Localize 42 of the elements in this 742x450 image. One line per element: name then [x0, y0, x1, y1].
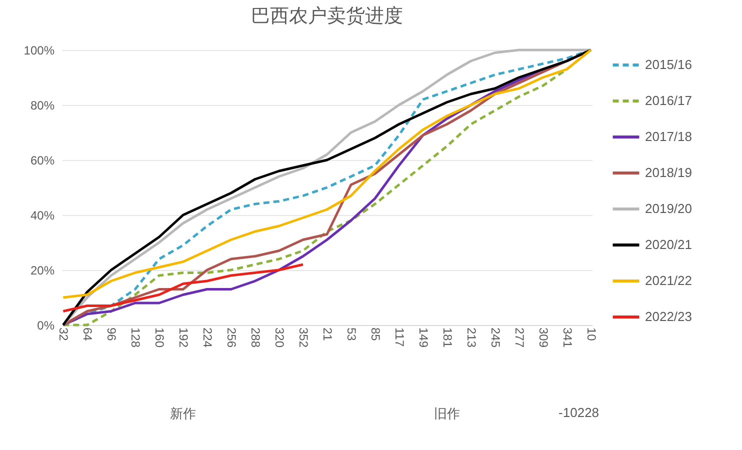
x-tick-label: 320 — [272, 328, 287, 348]
y-tick-label: 60% — [30, 154, 55, 168]
x-tick-label: 32 — [56, 328, 71, 342]
legend-label: 2015/16 — [645, 57, 692, 72]
x-tick-label: 224 — [200, 328, 215, 348]
x-tick-label: 64 — [80, 328, 95, 342]
x-tick-label: 309 — [536, 328, 550, 348]
x-tick-label: 341 — [560, 328, 574, 348]
y-tick-label: 20% — [30, 264, 55, 278]
legend-label: 2019/20 — [645, 201, 692, 216]
chart-title: 巴西农户卖货进度 — [251, 5, 403, 27]
legend-label: 2018/19 — [645, 165, 692, 180]
x-tick-label: 245 — [488, 328, 502, 348]
x-tick-label: 256 — [224, 328, 239, 348]
text: 旧作 — [434, 405, 460, 423]
x-tick-label: 128 — [128, 328, 143, 348]
x-tick-label: 21 — [320, 328, 334, 342]
x-tick-label: 10 — [584, 328, 598, 342]
y-tick-label: 80% — [30, 98, 55, 112]
legend-label: 2020/21 — [645, 237, 692, 252]
y-tick-label: 0% — [37, 318, 55, 332]
legend-label: 2021/22 — [645, 273, 692, 288]
x-tick-label: 149 — [416, 328, 430, 348]
legend-label: 2017/18 — [645, 129, 692, 144]
x-tick-label: 213 — [464, 328, 478, 348]
x-tick-label: 117 — [392, 328, 406, 347]
legend-label: 2022/23 — [645, 309, 692, 324]
x-tick-label: 96 — [104, 328, 119, 342]
x-tick-label: 53 — [344, 328, 358, 342]
x-tick-label: 277 — [512, 328, 526, 348]
y-tick-label: 100% — [24, 44, 55, 58]
legend-label: 2016/17 — [645, 93, 692, 108]
text: 新作 — [170, 405, 196, 423]
y-tick-label: 40% — [30, 208, 55, 222]
line-series — [62, 263, 304, 312]
text: -10228 — [558, 405, 600, 420]
x-tick-label: 192 — [176, 328, 191, 348]
x-tick-label: 85 — [368, 328, 382, 342]
x-tick-label: 160 — [152, 328, 167, 348]
x-tick-label: 181 — [440, 328, 454, 348]
x-tick-label: 288 — [248, 328, 263, 348]
x-tick-label: 352 — [296, 328, 311, 348]
